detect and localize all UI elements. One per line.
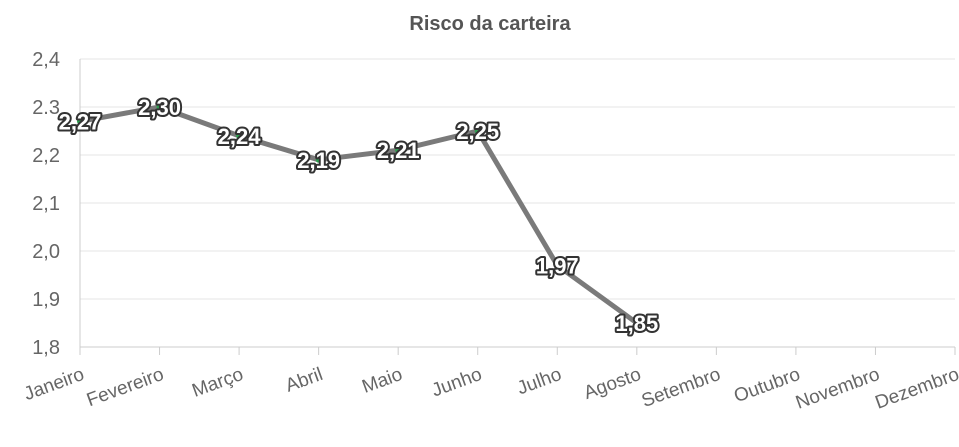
x-tick-label: Maio <box>359 364 405 398</box>
y-tick-label: 2,2 <box>32 145 60 167</box>
chart-title: Risco da carteira <box>409 13 571 35</box>
data-labels: 2,27 2,30 2,24 2,19 2,21 2,25 1,97 1,85 <box>57 93 661 338</box>
data-point <box>554 262 561 269</box>
y-tick-label: 1,9 <box>32 289 60 311</box>
y-tick-label: 2,0 <box>32 241 60 263</box>
data-label: 1,97 <box>536 253 579 278</box>
y-tick-label: 2.3 <box>32 97 60 119</box>
x-tick-label: Agosto <box>581 364 644 404</box>
x-tick-label: Outubro <box>731 364 803 407</box>
x-tick-label: Dezembro <box>873 364 959 414</box>
data-label: 1,85 <box>615 311 658 336</box>
axes <box>79 59 956 355</box>
data-label: 2,27 <box>59 109 102 134</box>
data-label: 2,25 <box>456 119 499 144</box>
data-label: 2,30 <box>138 95 181 120</box>
y-axis-ticks: 1,8 1,9 2,0 2,1 2,2 2.3 2,4 <box>32 49 60 359</box>
data-point <box>156 104 163 110</box>
x-tick-label: Julho <box>514 364 564 399</box>
y-tick-label: 2,4 <box>32 49 60 71</box>
series-risco <box>77 104 640 326</box>
grid-lines <box>80 58 955 348</box>
data-point <box>395 147 402 154</box>
x-tick-label: Fevereiro <box>84 364 167 411</box>
series-line <box>77 104 640 326</box>
data-point <box>236 132 243 139</box>
x-tick-label: Abril <box>283 364 326 397</box>
data-point <box>474 128 481 134</box>
x-tick-label: Junho <box>429 364 485 401</box>
data-point <box>633 320 640 326</box>
y-tick-label: 1,8 <box>32 337 60 359</box>
x-tick-label: Março <box>189 364 246 402</box>
data-label: 2,24 <box>218 124 262 149</box>
data-label: 2,21 <box>377 138 420 163</box>
x-tick-label: Janeiro <box>21 364 87 405</box>
x-tick-label: Setembro <box>639 364 724 412</box>
data-point <box>315 156 322 163</box>
y-tick-label: 2,1 <box>32 193 60 215</box>
x-tick-label: Novembro <box>793 364 883 414</box>
data-label: 2,19 <box>297 148 340 173</box>
data-point <box>77 118 83 125</box>
